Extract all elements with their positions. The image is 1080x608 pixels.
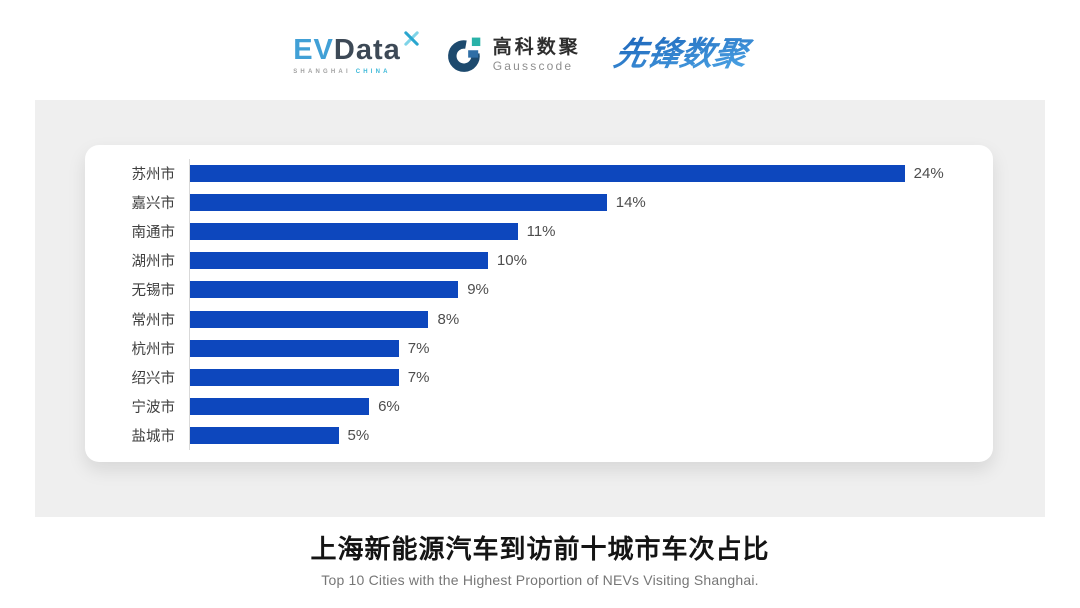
bar	[190, 339, 399, 357]
bar	[190, 397, 370, 415]
xianfeng-text: 先锋数聚	[611, 36, 755, 73]
bar-track: 5%	[189, 420, 993, 450]
chart-row: 嘉兴市 14%	[85, 188, 993, 218]
gausscode-cn-name: 高科数聚	[492, 36, 581, 58]
chart-row: 宁波市 6%	[85, 391, 993, 421]
bar	[190, 223, 518, 241]
value-label: 7%	[407, 339, 430, 357]
category-label: 宁波市	[131, 399, 176, 416]
category-label: 苏州市	[131, 167, 176, 184]
evdata-wordmark: EV Data	[293, 30, 420, 66]
category-label: 盐城市	[131, 428, 176, 445]
gausscode-en-name: Gausscode	[492, 58, 574, 73]
bar-chart: 苏州市 24% 嘉兴市 14% 南通市 11% 湖州市 10% 无锡市 9% 常州市 8% 杭州市 7% 绍…	[85, 159, 993, 450]
category-label: 嘉兴市	[131, 196, 176, 213]
bar-track: 9%	[189, 275, 993, 305]
evdata-ev-text: EV	[293, 33, 334, 66]
chart-card: 苏州市 24% 嘉兴市 14% 南通市 11% 湖州市 10% 无锡市 9% 常州市 8% 杭州市 7% 绍…	[85, 145, 993, 462]
bar-track: 6%	[189, 391, 993, 421]
chart-row: 南通市 11%	[85, 217, 993, 247]
chart-row: 绍兴市 7%	[85, 362, 993, 392]
value-label: 9%	[467, 281, 489, 299]
evdata-x-icon	[404, 30, 419, 46]
bar	[190, 368, 399, 386]
bar-track: 14%	[189, 188, 993, 218]
chart-row: 盐城市 5%	[85, 420, 993, 450]
evdata-subtitle: SHANGHAI CHINA	[293, 69, 390, 75]
chart-title: 上海新能源汽车到访前十城市车次占比	[310, 534, 770, 564]
category-label: 绍兴市	[131, 370, 176, 387]
chart-row: 无锡市 9%	[85, 275, 993, 305]
xianfeng-wordmark: 先锋数聚	[611, 36, 755, 73]
bar	[190, 426, 339, 444]
category-label: 杭州市	[131, 341, 176, 358]
chart-row: 杭州市 7%	[85, 333, 993, 363]
gausscode-text: 高科数聚 Gausscode	[493, 37, 581, 73]
xianfeng-logo: 先锋数聚	[607, 30, 787, 81]
gausscode-g-icon	[447, 37, 481, 72]
value-label: 14%	[615, 194, 646, 212]
chart-row: 常州市 8%	[85, 304, 993, 334]
bar	[190, 281, 459, 299]
value-label: 24%	[913, 165, 944, 183]
chart-row: 湖州市 10%	[85, 246, 993, 276]
chart-row: 苏州市 24%	[85, 159, 993, 189]
gausscode-logo: 高科数聚 Gausscode	[446, 36, 581, 74]
evdata-logo: EV Data SHANGHAI CHINA	[293, 30, 420, 75]
bar	[190, 252, 488, 270]
value-label: 8%	[437, 310, 460, 328]
header: EV Data SHANGHAI CHINA 高科数聚 Gausscode	[0, 0, 1080, 100]
bar-track: 8%	[189, 304, 993, 334]
bar	[190, 165, 905, 183]
value-label: 10%	[496, 252, 527, 270]
category-label: 湖州市	[131, 254, 176, 271]
bar-track: 24%	[189, 159, 993, 189]
bar-track: 11%	[189, 217, 993, 247]
evdata-shanghai-text: SHANGHAI	[293, 68, 351, 75]
bar	[190, 310, 429, 328]
chart-band: 苏州市 24% 嘉兴市 14% 南通市 11% 湖州市 10% 无锡市 9% 常州市 8% 杭州市 7% 绍…	[35, 100, 1045, 517]
bar-track: 7%	[189, 362, 993, 392]
evdata-china-text: CHINA	[355, 68, 391, 75]
bar	[190, 194, 607, 212]
category-label: 无锡市	[131, 283, 176, 300]
value-label: 7%	[407, 368, 430, 386]
value-label: 6%	[378, 397, 400, 415]
value-label: 11%	[526, 223, 556, 241]
bar-track: 10%	[189, 246, 993, 276]
evdata-data-text: Data	[333, 33, 401, 66]
value-label: 5%	[347, 426, 370, 444]
caption: 上海新能源汽车到访前十城市车次占比 Top 10 Cities with the…	[0, 529, 1080, 588]
category-label: 南通市	[131, 225, 176, 242]
chart-subtitle: Top 10 Cities with the Highest Proportio…	[321, 572, 759, 588]
bar-track: 7%	[189, 333, 993, 363]
category-label: 常州市	[131, 312, 176, 329]
